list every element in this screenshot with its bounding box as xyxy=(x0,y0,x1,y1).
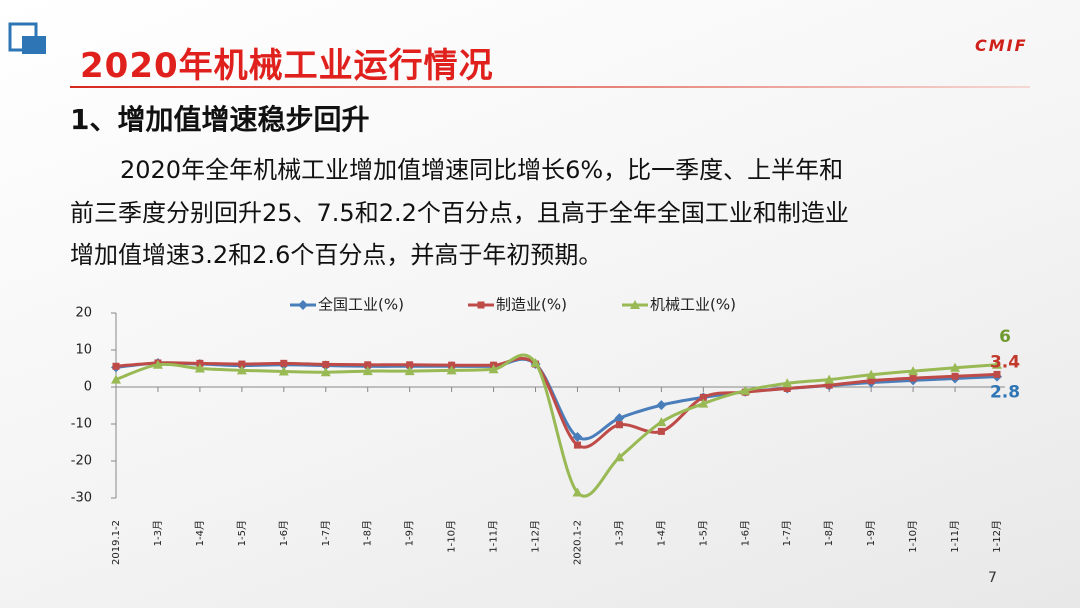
marker xyxy=(111,374,121,384)
marker xyxy=(866,369,877,379)
marker xyxy=(656,417,667,427)
x-tick-label: 1-5月 xyxy=(697,520,709,546)
x-tick-label: 1-8月 xyxy=(362,520,374,546)
marker xyxy=(530,357,541,367)
legend-marker xyxy=(298,300,308,310)
x-tick-label: 2019.1-2 xyxy=(111,520,122,565)
marker xyxy=(573,441,581,449)
logo: CMIF xyxy=(975,36,1028,55)
marker xyxy=(448,361,456,369)
marker xyxy=(824,374,835,384)
marker xyxy=(825,381,833,389)
marker xyxy=(362,366,373,376)
x-tick-label: 1-5月 xyxy=(236,520,248,546)
series-line xyxy=(115,353,998,498)
marker xyxy=(656,400,667,411)
marker xyxy=(909,374,917,382)
y-tick-label: 20 xyxy=(75,306,92,321)
x-tick-label: 1-3月 xyxy=(613,520,625,546)
x-tick-label: 1-12月 xyxy=(530,520,542,553)
data-label: 6 xyxy=(999,327,1011,347)
legend-marker xyxy=(477,301,485,309)
marker xyxy=(320,367,331,377)
x-tick-label: 1-10月 xyxy=(446,520,458,553)
marker xyxy=(698,398,709,408)
marker xyxy=(488,364,499,374)
x-tick-label: 1-4月 xyxy=(194,520,206,546)
title-rule xyxy=(70,86,1030,88)
paragraph-line: 2020年全年机械工业增加值增速同比增长6%，比一季度、上半年和 xyxy=(120,156,844,184)
x-tick-label: 1-12月 xyxy=(991,520,1003,553)
y-tick-label: 10 xyxy=(75,343,92,358)
legend-label: 全国工业(%) xyxy=(318,296,404,314)
corner-icon xyxy=(8,22,46,54)
marker xyxy=(236,365,247,375)
x-tick-label: 1-11月 xyxy=(488,520,500,553)
x-tick-label: 1-7月 xyxy=(781,520,793,546)
marker xyxy=(446,365,457,375)
x-tick-label: 1-10月 xyxy=(907,520,919,553)
marker xyxy=(950,362,961,372)
paragraph-line: 前三季度分别回升25、7.5和2.2个百分点，且高于全年全国工业和制造业 xyxy=(70,199,849,227)
x-tick-label: 1-3月 xyxy=(152,520,164,546)
marker xyxy=(740,385,751,395)
marker xyxy=(238,360,246,368)
page-number: 7 xyxy=(988,570,997,586)
marker xyxy=(572,431,583,442)
legend-marker xyxy=(630,300,640,309)
marker xyxy=(657,427,665,435)
marker xyxy=(951,372,959,380)
x-tick-label: 2020.1-2 xyxy=(572,520,583,565)
section-heading: 1、增加值增速稳步回升 xyxy=(70,103,370,136)
y-tick-label: -20 xyxy=(71,454,92,469)
marker xyxy=(152,359,163,369)
marker xyxy=(992,359,1002,369)
x-tick-label: 1-6月 xyxy=(278,520,290,546)
x-tick-label: 1-6月 xyxy=(739,520,751,546)
marker xyxy=(196,359,204,367)
marker xyxy=(867,377,875,385)
marker xyxy=(364,361,372,369)
x-tick-label: 1-9月 xyxy=(865,520,877,546)
y-tick-label: -30 xyxy=(71,491,92,506)
y-tick-label: 0 xyxy=(84,380,92,395)
x-tick-label: 1-7月 xyxy=(320,520,332,546)
marker xyxy=(280,359,288,367)
marker xyxy=(908,366,919,376)
marker xyxy=(406,361,414,369)
marker xyxy=(322,360,330,368)
marker xyxy=(194,363,205,373)
marker xyxy=(783,384,791,392)
legend-label: 制造业(%) xyxy=(496,296,567,314)
marker xyxy=(404,366,415,376)
marker xyxy=(614,413,625,424)
slide-title: 2020年机械工业运行情况 xyxy=(80,46,494,86)
legend-label: 机械工业(%) xyxy=(650,296,736,314)
marker xyxy=(615,421,623,429)
x-tick-label: 1-11月 xyxy=(949,520,961,553)
marker xyxy=(572,487,583,497)
marker xyxy=(112,362,120,370)
series-line xyxy=(115,357,998,449)
y-tick-label: -10 xyxy=(71,417,92,432)
marker xyxy=(993,370,1001,378)
x-tick-label: 1-8月 xyxy=(823,520,835,546)
paragraph-line: 增加值增速3.2和2.6个百分点，并高于年初预期。 xyxy=(70,241,603,269)
x-tick-label: 1-9月 xyxy=(404,520,416,546)
marker xyxy=(699,393,707,401)
marker xyxy=(614,452,625,462)
marker xyxy=(278,366,289,376)
data-label: 2.8 xyxy=(990,383,1020,403)
marker xyxy=(782,378,793,388)
data-label: 3.4 xyxy=(990,352,1020,372)
x-tick-label: 1-4月 xyxy=(655,520,667,546)
